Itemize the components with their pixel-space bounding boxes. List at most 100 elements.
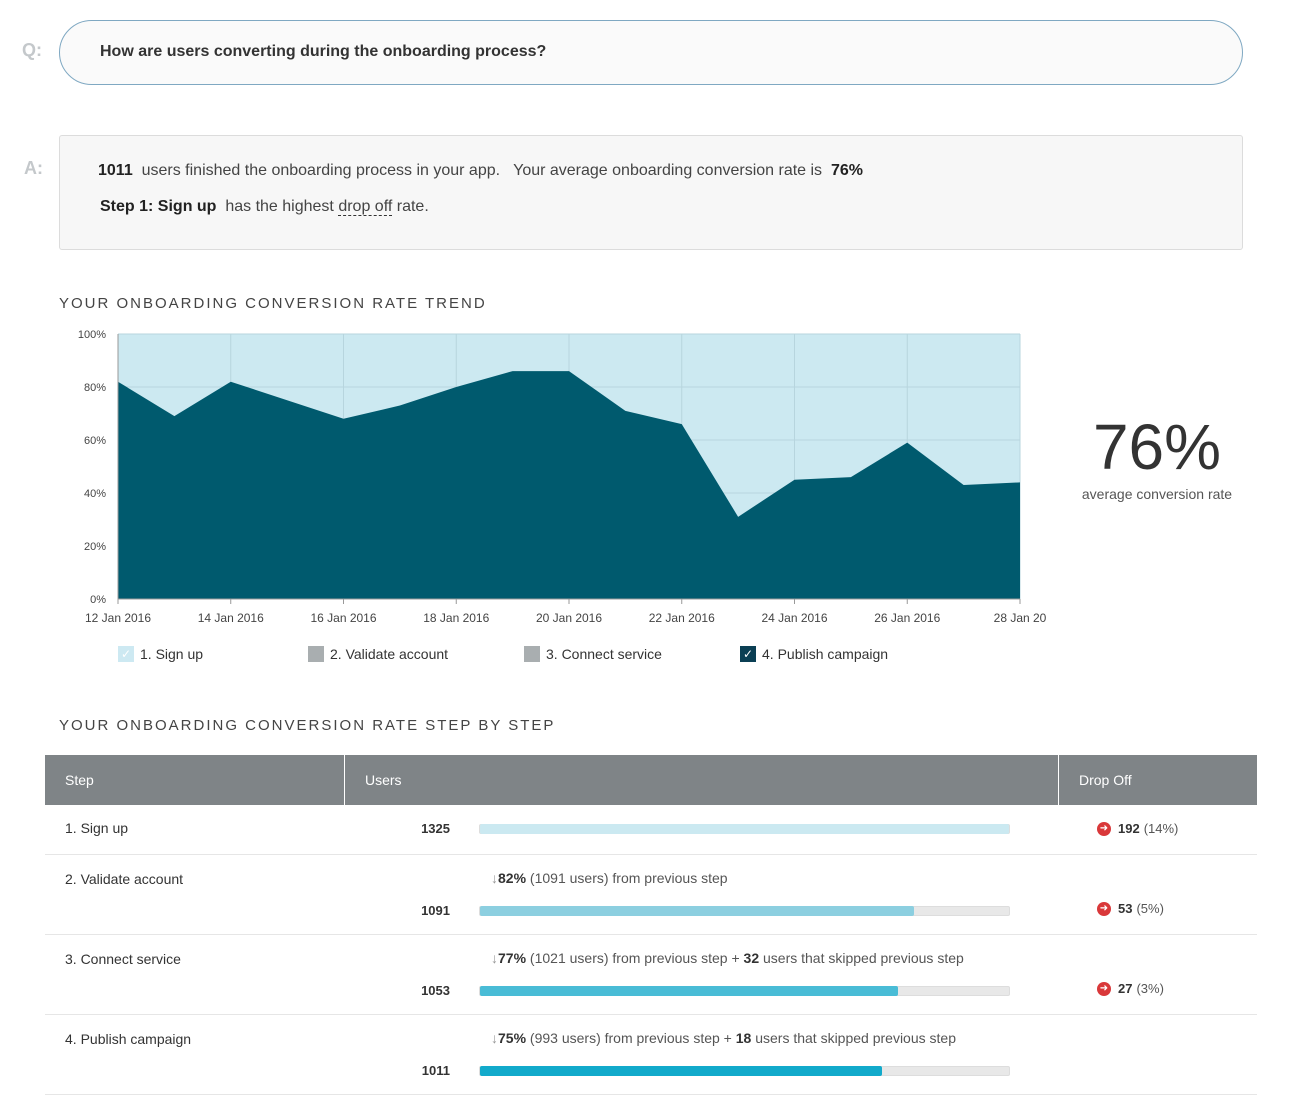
rate-text: rate. <box>396 198 429 215</box>
answer-summary: 1011 users finished the onboarding proce… <box>98 162 863 180</box>
y-tick-label: 20% <box>84 541 106 553</box>
dropoff-term-link[interactable]: drop off <box>338 198 393 216</box>
users-bar <box>479 986 1010 996</box>
legend-label: 3. Connect service <box>546 646 662 662</box>
legend-checkbox[interactable]: ✓ <box>740 646 756 662</box>
conversion-detail: (1021 users) from previous step + <box>529 950 740 966</box>
users-bar-fill <box>480 986 898 996</box>
avg-value: 76% <box>830 162 863 179</box>
users-bar <box>479 906 1010 916</box>
x-tick-label: 22 Jan 2016 <box>649 611 715 625</box>
conversion-detail: (1091 users) from previous step <box>529 870 728 886</box>
question-input[interactable]: How are users converting during the onbo… <box>59 20 1243 85</box>
avg-text: Your average onboarding conversion rate … <box>513 162 823 179</box>
conversion-text: ↓82% (1091 users) from previous step <box>491 870 728 886</box>
steps-table-header: Step Users Drop Off <box>45 755 1257 805</box>
legend-checkbox[interactable] <box>524 646 540 662</box>
drop-off-value: ➜ 192 (14%) <box>1097 821 1178 836</box>
x-tick-label: 26 Jan 2016 <box>874 611 940 625</box>
drop-off-value: ➜ 27 (3%) <box>1097 981 1164 996</box>
table-row: 4. Publish campaign ↓75% (993 users) fro… <box>45 1015 1257 1095</box>
legend-label: 2. Validate account <box>330 646 449 662</box>
arrow-right-icon: ➜ <box>1097 901 1111 916</box>
users-count: 1325 <box>421 821 450 836</box>
legend-item-publish-campaign[interactable]: ✓ 4. Publish campaign <box>740 646 888 662</box>
users-bar <box>479 824 1010 834</box>
table-row: 1. Sign up 1325 ➜ 192 (14%) <box>45 805 1257 855</box>
y-tick-label: 60% <box>84 435 106 447</box>
table-row: 2. Validate account ↓82% (1091 users) fr… <box>45 855 1257 935</box>
table-row: 3. Connect service ↓77% (1021 users) fro… <box>45 935 1257 1015</box>
skipped-count: 18 <box>735 1030 752 1046</box>
users-bar <box>479 1066 1010 1076</box>
legend-checkbox[interactable]: ✓ <box>118 646 134 662</box>
y-tick-label: 0% <box>90 594 106 606</box>
drop-count: 27 <box>1118 981 1133 996</box>
step-name: Sign up <box>157 198 217 215</box>
x-tick-label: 12 Jan 2016 <box>85 611 151 625</box>
series-area-publish-campaign <box>118 371 1020 599</box>
finished-text: users finished the onboarding process in… <box>141 162 501 179</box>
trend-title: YOUR ONBOARDING CONVERSION RATE TREND <box>59 295 487 312</box>
step-name: 3. Connect service <box>65 951 181 967</box>
highest-text: has the highest <box>225 198 334 215</box>
step-name: 2. Validate account <box>65 871 184 887</box>
drop-count: 53 <box>1118 901 1133 916</box>
conversion-text: ↓75% (993 users) from previous step + 18… <box>491 1030 956 1046</box>
arrow-right-icon: ➜ <box>1097 981 1111 996</box>
users-count: 1011 <box>421 1063 450 1078</box>
conversion-pct: 82% <box>498 870 527 886</box>
arrow-down-icon: ↓ <box>491 870 498 886</box>
x-tick-label: 28 Jan 20 <box>994 611 1047 625</box>
header-step: Step <box>65 772 94 788</box>
x-tick-label: 20 Jan 2016 <box>536 611 602 625</box>
step-name: 4. Publish campaign <box>65 1031 192 1047</box>
steps-title: YOUR ONBOARDING CONVERSION RATE STEP BY … <box>59 717 556 734</box>
legend-label: 4. Publish campaign <box>762 646 889 662</box>
legend-label: 1. Sign up <box>140 646 204 662</box>
drop-pct: (5%) <box>1136 901 1164 916</box>
step-name: 1. Sign up <box>65 820 129 836</box>
x-tick-label: 14 Jan 2016 <box>198 611 264 625</box>
users-bar-fill <box>480 906 914 916</box>
legend-item-sign-up[interactable]: ✓ 1. Sign up <box>118 646 203 662</box>
header-users: Users <box>365 772 402 788</box>
average-rate-value: 76% <box>1092 411 1222 483</box>
skipped-count: 32 <box>743 950 760 966</box>
legend-item-validate-account[interactable]: 2. Validate account <box>308 646 448 662</box>
conversion-trend-chart: 0% 20% 40% 60% 80% 100% 12 Jan 2016 14 Jan 2016… <box>78 329 1047 625</box>
arrow-down-icon: ↓ <box>491 1030 498 1046</box>
y-tick-label: 100% <box>78 329 106 341</box>
users-count: 1091 <box>421 903 450 918</box>
skipped-detail: users that skipped previous step <box>755 1030 956 1046</box>
conversion-detail: (993 users) from previous step + <box>529 1030 732 1046</box>
users-bar-fill <box>480 824 1009 834</box>
drop-off-value: ➜ 53 (5%) <box>1097 901 1164 916</box>
answer-highlight: Step 1: Sign up has the highest drop off… <box>100 198 429 216</box>
drop-count: 192 <box>1118 821 1140 836</box>
answer-box: 1011 users finished the onboarding proce… <box>59 135 1243 250</box>
arrow-down-icon: ↓ <box>491 950 498 966</box>
header-drop-off: Drop Off <box>1079 772 1132 788</box>
header-divider <box>344 755 345 805</box>
x-tick-label: 24 Jan 2016 <box>761 611 827 625</box>
conversion-pct: 77% <box>498 950 527 966</box>
y-tick-label: 40% <box>84 488 106 500</box>
legend-item-connect-service[interactable]: 3. Connect service <box>524 646 662 662</box>
users-count: 1053 <box>421 983 450 998</box>
finished-count: 1011 <box>98 162 133 179</box>
x-tick-label: 16 Jan 2016 <box>310 611 376 625</box>
question-text: How are users converting during the onbo… <box>100 43 547 60</box>
drop-pct: (3%) <box>1136 981 1164 996</box>
step-prefix: Step 1: <box>100 198 154 215</box>
skipped-detail: users that skipped previous step <box>763 950 964 966</box>
legend-checkbox[interactable] <box>308 646 324 662</box>
y-tick-label: 80% <box>84 382 106 394</box>
question-label: Q: <box>22 40 42 60</box>
users-bar-fill <box>480 1066 883 1076</box>
header-divider <box>1058 755 1059 805</box>
average-rate-caption: average conversion rate <box>1081 486 1233 502</box>
answer-label: A: <box>24 158 43 178</box>
conversion-pct: 75% <box>498 1030 527 1046</box>
drop-pct: (14%) <box>1143 821 1179 836</box>
